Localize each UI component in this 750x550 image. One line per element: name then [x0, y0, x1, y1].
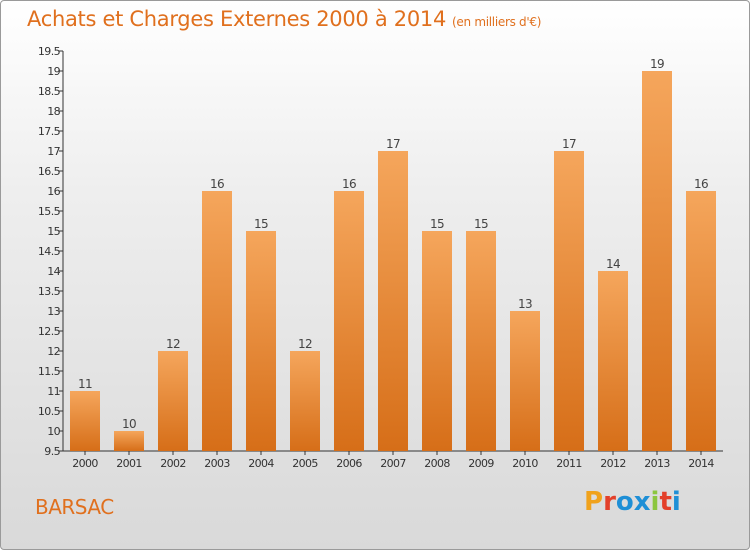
y-tick-label: 15 — [47, 225, 60, 238]
x-tick-label: 2004 — [248, 457, 274, 470]
x-tick-label: 2011 — [556, 457, 582, 470]
y-axis: 9.5 10 10.5 11 11.5 12 12.5 13 13.5 14 14.5 15 15.5 1… — [38, 45, 64, 458]
logo-letter: P — [584, 487, 604, 517]
bar-value-label: 11 — [78, 377, 92, 391]
bars: 11 10 12 16 15 12 16 17 15 15 13 17 14 19 16 — [70, 57, 716, 451]
x-tick-label: 2008 — [424, 457, 450, 470]
proxiti-logo[interactable]: Proxiti — [584, 487, 681, 517]
y-tick-label: 9.5 — [44, 445, 60, 458]
bar-value-label: 17 — [386, 137, 400, 151]
bar — [246, 231, 276, 451]
y-tick-label: 14.5 — [38, 245, 61, 258]
y-tick-label: 18.5 — [38, 85, 61, 98]
chart-title-text: Achats et Charges Externes 2000 à 2014 — [27, 7, 447, 31]
bar-value-label: 16 — [342, 177, 356, 191]
bar — [202, 191, 232, 451]
y-tick-label: 17 — [47, 145, 60, 158]
x-tick-label: 2012 — [600, 457, 626, 470]
y-tick-label: 11.5 — [38, 365, 61, 378]
bar-value-label: 15 — [254, 217, 268, 231]
bar-value-label: 16 — [210, 177, 224, 191]
bar-value-label: 13 — [518, 297, 532, 311]
bar — [642, 71, 672, 451]
logo-letter: i — [671, 487, 681, 517]
bar — [466, 231, 496, 451]
x-tick-label: 2006 — [336, 457, 362, 470]
bar-value-label: 17 — [562, 137, 576, 151]
x-axis: 2000 2001 2002 2003 2004 2005 2006 2007 2008 2009… — [63, 450, 723, 470]
x-tick-label: 2005 — [292, 457, 318, 470]
bar — [510, 311, 540, 451]
bar-value-label: 10 — [122, 417, 136, 431]
y-tick-label: 15.5 — [38, 205, 61, 218]
x-tick-label: 2010 — [512, 457, 538, 470]
y-tick-label: 16 — [47, 185, 60, 198]
x-tick-label: 2007 — [380, 457, 406, 470]
y-tick-label: 11 — [47, 385, 60, 398]
bar — [378, 151, 408, 451]
bar — [554, 151, 584, 451]
y-tick-label: 13 — [47, 305, 60, 318]
bar — [334, 191, 364, 451]
chart-title: Achats et Charges Externes 2000 à 2014 (e… — [27, 7, 541, 31]
bar-value-label: 12 — [166, 337, 180, 351]
city-label: BARSAC — [35, 495, 114, 519]
logo-letter: r — [603, 487, 616, 517]
bar-value-label: 15 — [430, 217, 444, 231]
y-tick-label: 14 — [47, 265, 60, 278]
bar — [70, 391, 100, 451]
bar-value-label: 12 — [298, 337, 312, 351]
bar — [598, 271, 628, 451]
logo-letter: t — [659, 487, 672, 517]
bar — [686, 191, 716, 451]
y-tick-label: 12 — [47, 345, 60, 358]
y-tick-label: 16.5 — [38, 165, 61, 178]
bar — [290, 351, 320, 451]
logo-letter: x — [633, 487, 651, 517]
y-tick-label: 17.5 — [38, 125, 61, 138]
y-tick-label: 10.5 — [38, 405, 61, 418]
bar-value-label: 15 — [474, 217, 488, 231]
bar-value-label: 14 — [606, 257, 620, 271]
x-tick-label: 2013 — [644, 457, 670, 470]
bar — [114, 431, 144, 451]
logo-letter: o — [615, 487, 634, 517]
x-tick-label: 2000 — [72, 457, 98, 470]
x-tick-label: 2001 — [116, 457, 142, 470]
x-tick-label: 2003 — [204, 457, 230, 470]
x-tick-label: 2014 — [688, 457, 714, 470]
bar-value-label: 16 — [694, 177, 708, 191]
logo-letter: i — [650, 487, 660, 517]
y-tick-label: 18 — [47, 105, 60, 118]
bar — [422, 231, 452, 451]
y-tick-label: 19.5 — [38, 45, 61, 58]
bar — [158, 351, 188, 451]
y-tick-label: 12.5 — [38, 325, 61, 338]
y-tick-label: 13.5 — [38, 285, 61, 298]
x-tick-label: 2009 — [468, 457, 494, 470]
y-tick-label: 10 — [47, 425, 60, 438]
x-tick-label: 2002 — [160, 457, 186, 470]
bar-value-label: 19 — [650, 57, 664, 71]
chart-unit: (en milliers d'€) — [452, 15, 542, 29]
y-tick-label: 19 — [47, 65, 60, 78]
